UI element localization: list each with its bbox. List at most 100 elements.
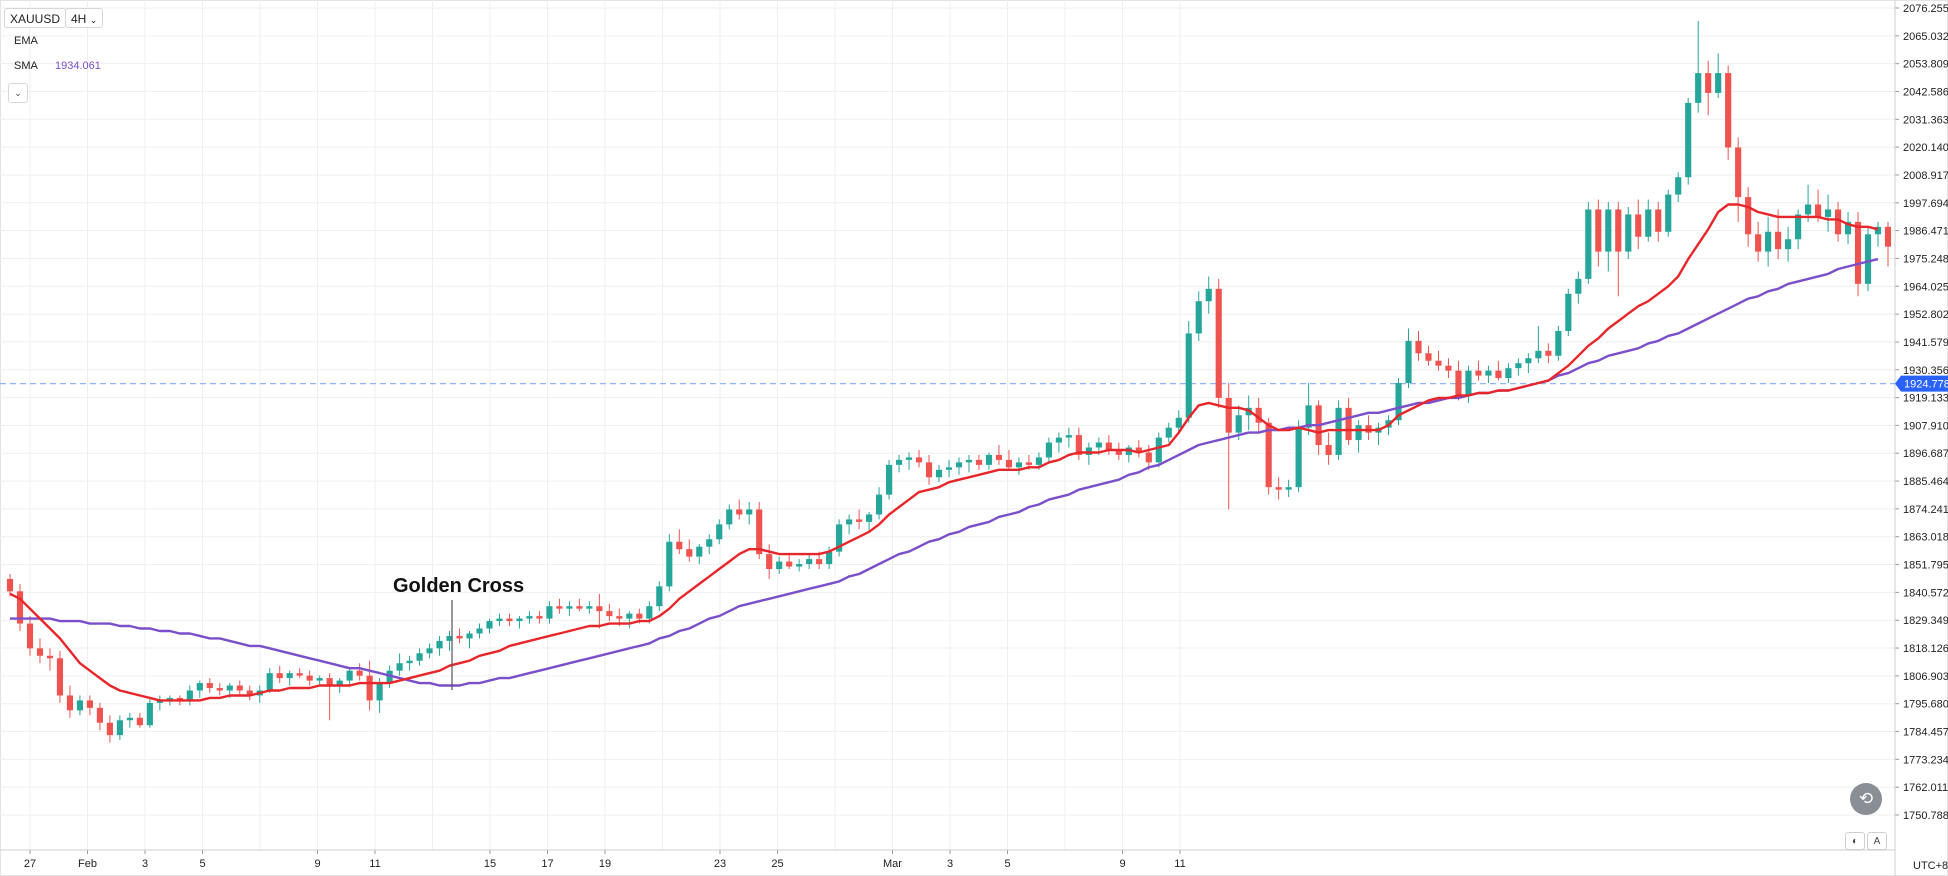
x-tick-label: 3 xyxy=(947,858,953,870)
candle-body xyxy=(566,606,573,609)
y-tick-label: 1851.795 xyxy=(1903,560,1948,572)
y-tick-label: 1818.126 xyxy=(1903,643,1948,655)
y-tick-label: 1941.579 xyxy=(1903,337,1948,349)
x-tick-label: 11 xyxy=(1174,858,1185,870)
candle-body xyxy=(1725,73,1732,148)
ema-legend-name[interactable]: EMA xyxy=(14,35,38,47)
candle-body xyxy=(316,678,323,681)
candle-body xyxy=(686,549,693,557)
candle-body xyxy=(1165,427,1172,438)
y-tick-label: 1806.903 xyxy=(1903,671,1948,683)
candle-body xyxy=(1535,350,1542,359)
candle-body xyxy=(915,457,923,463)
x-tick-label: 9 xyxy=(314,858,320,870)
auto-scale-icon: A xyxy=(1873,836,1881,847)
candle-body xyxy=(846,519,853,525)
candle-body xyxy=(226,685,233,691)
candle-body xyxy=(1005,459,1013,468)
candle-body xyxy=(875,494,883,515)
candle-body xyxy=(1755,234,1762,252)
candle-body xyxy=(546,606,553,619)
candle-body xyxy=(236,685,243,691)
candle-body xyxy=(576,606,583,609)
interval-selector[interactable]: 4H ⌄ xyxy=(65,8,104,28)
candle-body xyxy=(556,606,563,609)
candle-body xyxy=(26,623,34,649)
candle-body xyxy=(945,467,953,470)
y-tick-label: 1907.910 xyxy=(1903,420,1948,432)
candle-body xyxy=(1675,177,1682,195)
x-tick-label: 9 xyxy=(1119,858,1125,870)
symbol-label: XAUUSD xyxy=(10,12,61,26)
y-tick-label: 2020.140 xyxy=(1903,142,1948,154)
candle-body xyxy=(1105,442,1112,450)
x-tick-label: 11 xyxy=(369,858,380,870)
candle-body xyxy=(36,648,44,656)
candle-body xyxy=(1285,487,1292,490)
candle-body xyxy=(955,462,963,468)
y-tick-label: 2076.255 xyxy=(1903,3,1948,15)
candle-body xyxy=(406,660,413,664)
y-tick-label: 2008.917 xyxy=(1903,170,1948,182)
candle-body xyxy=(1145,452,1152,463)
x-tick-label: 25 xyxy=(771,858,783,870)
candle-body xyxy=(66,695,74,711)
candle-body xyxy=(1055,437,1062,443)
candle-body xyxy=(1415,340,1422,354)
candle-body xyxy=(885,464,893,495)
auto-scale-button[interactable]: A xyxy=(1867,832,1887,850)
candle-body xyxy=(1235,415,1242,433)
candle-body xyxy=(496,618,503,622)
y-tick-label: 1784.457 xyxy=(1903,727,1948,739)
candle-body xyxy=(1205,288,1212,302)
candle-body xyxy=(126,717,133,721)
candle-body xyxy=(1075,435,1082,455)
candle-body xyxy=(1515,363,1522,369)
candle-body xyxy=(716,524,723,540)
candle-body xyxy=(1045,442,1052,458)
candle-body xyxy=(346,670,353,681)
candle-body xyxy=(1605,209,1612,252)
candle-body xyxy=(1735,147,1742,198)
candle-body xyxy=(1295,427,1302,488)
candle-body xyxy=(1575,278,1582,294)
y-tick-label: 2065.032 xyxy=(1903,31,1948,43)
candle-body xyxy=(1854,221,1862,284)
y-tick-label: 1975.248 xyxy=(1903,253,1948,265)
candle-body xyxy=(6,578,14,592)
candle-body xyxy=(506,618,513,622)
candle-body xyxy=(476,628,483,634)
candle-body xyxy=(965,459,973,463)
y-tick-label: 1885.464 xyxy=(1903,476,1948,488)
candle-body xyxy=(526,616,533,619)
symbol-selector[interactable]: XAUUSD xyxy=(4,8,67,28)
candle-body xyxy=(666,541,673,587)
candle-body xyxy=(1595,209,1602,252)
legend-collapse-button[interactable]: ⌄ xyxy=(8,83,28,103)
candle-body xyxy=(116,720,123,736)
candle-body xyxy=(1465,370,1472,396)
candle-body xyxy=(266,673,273,691)
candle-body xyxy=(1405,340,1412,384)
candle-body xyxy=(1195,301,1202,334)
candle-body xyxy=(456,635,463,639)
magnet-button[interactable]: ◐ xyxy=(1845,832,1865,850)
x-tick-label: 27 xyxy=(24,858,36,870)
candle-body xyxy=(1625,214,1632,252)
candle-body xyxy=(436,640,443,649)
golden-cross-annotation: Golden Cross xyxy=(393,575,525,597)
candle-body xyxy=(96,707,103,723)
candle-body xyxy=(1785,239,1792,250)
candle-body xyxy=(186,690,193,701)
candle-body xyxy=(1765,231,1772,252)
candle-body xyxy=(156,700,163,703)
candle-body xyxy=(1805,204,1812,215)
sma-legend-name[interactable]: SMA xyxy=(14,60,38,72)
reset-chart-button[interactable]: ⟲ xyxy=(1850,783,1882,815)
timezone-label: UTC+8 xyxy=(1913,860,1948,872)
y-tick-label: 2031.363 xyxy=(1903,114,1948,126)
candle-body xyxy=(1435,360,1442,366)
candle-body xyxy=(136,717,143,726)
candle-body xyxy=(56,658,64,696)
